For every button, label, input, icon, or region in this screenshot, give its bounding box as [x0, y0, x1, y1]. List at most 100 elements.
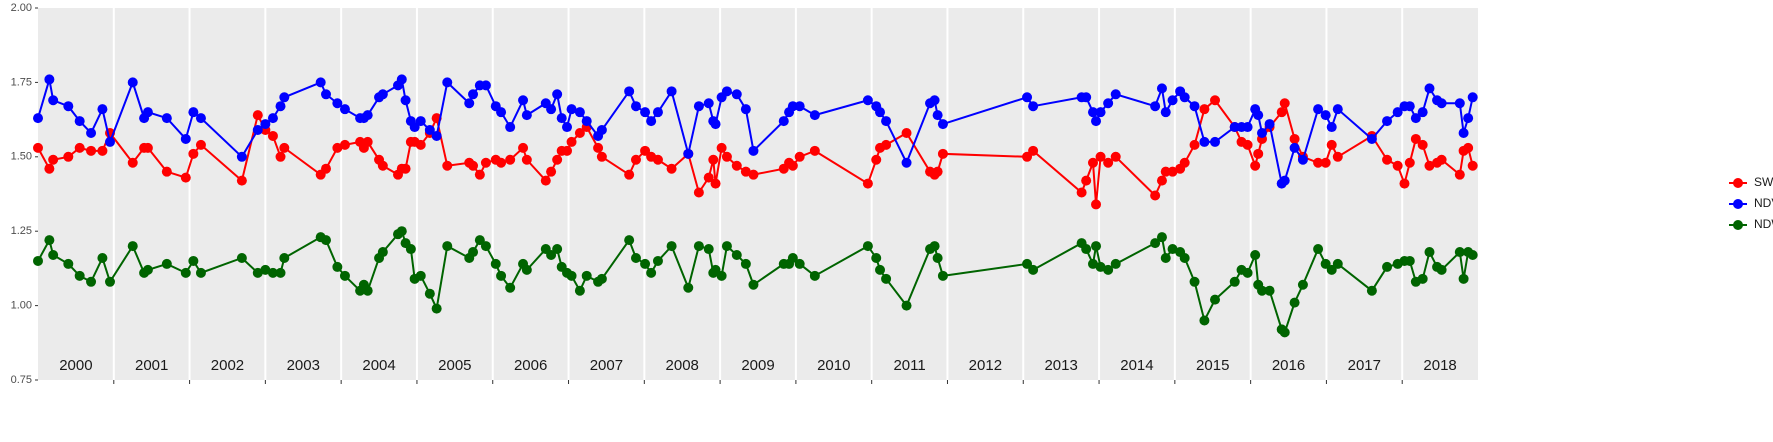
point — [236, 252, 247, 263]
point — [1399, 178, 1410, 189]
point — [260, 119, 271, 130]
point — [415, 139, 426, 150]
point — [566, 136, 577, 147]
year-label: 2006 — [514, 357, 547, 374]
point — [332, 142, 343, 153]
point — [86, 276, 97, 287]
point — [862, 241, 873, 252]
point — [474, 169, 485, 180]
point — [442, 241, 453, 252]
point — [1087, 157, 1098, 168]
point — [1382, 154, 1393, 165]
year-label: 2004 — [362, 357, 395, 374]
point — [48, 154, 59, 165]
point — [1264, 285, 1275, 296]
point — [593, 142, 604, 153]
point — [468, 160, 479, 171]
point — [1081, 175, 1092, 186]
point — [496, 270, 507, 281]
point — [275, 151, 286, 162]
point — [1022, 92, 1033, 103]
point — [505, 154, 516, 165]
point — [195, 267, 206, 278]
point — [161, 113, 172, 124]
point — [188, 255, 199, 266]
point — [86, 145, 97, 156]
point — [424, 125, 435, 136]
point — [1110, 89, 1121, 100]
point — [400, 163, 411, 174]
point — [1404, 157, 1415, 168]
point — [630, 154, 641, 165]
point — [260, 264, 271, 275]
point — [496, 157, 507, 168]
point — [405, 244, 416, 255]
point — [97, 104, 108, 115]
point — [505, 122, 516, 133]
year-label: 2002 — [211, 357, 244, 374]
point — [1095, 261, 1106, 272]
point — [937, 270, 948, 281]
point — [1091, 241, 1102, 252]
point — [362, 136, 373, 147]
point — [1167, 244, 1178, 255]
year-label: 2014 — [1120, 357, 1153, 374]
point — [862, 95, 873, 106]
point — [937, 119, 948, 130]
point — [581, 116, 592, 127]
year-label: 2001 — [135, 357, 168, 374]
point — [862, 178, 873, 189]
year-label: 2012 — [969, 357, 1002, 374]
point — [48, 250, 59, 261]
point — [105, 136, 115, 147]
point — [693, 241, 704, 252]
point — [1289, 133, 1300, 144]
year-label: 2015 — [1196, 357, 1229, 374]
point — [721, 241, 732, 252]
point — [142, 264, 153, 275]
point — [424, 288, 435, 299]
point — [703, 98, 714, 109]
point — [1417, 139, 1428, 150]
point — [624, 169, 635, 180]
point — [33, 142, 43, 153]
point — [881, 273, 892, 284]
point — [566, 104, 577, 115]
point — [740, 104, 751, 115]
point — [1313, 104, 1324, 115]
point — [1167, 166, 1178, 177]
point — [142, 107, 153, 118]
point — [321, 89, 331, 100]
point — [1417, 273, 1428, 284]
point — [464, 98, 475, 109]
point — [1189, 276, 1200, 287]
point — [731, 89, 742, 100]
point — [630, 101, 641, 112]
point — [710, 119, 721, 130]
point — [1103, 264, 1114, 275]
point — [1160, 107, 1171, 118]
point — [1332, 258, 1343, 269]
point — [1454, 98, 1465, 109]
point — [1242, 139, 1253, 150]
point — [521, 154, 532, 165]
point — [1167, 95, 1178, 106]
point — [1436, 154, 1447, 165]
point — [1410, 133, 1421, 144]
point — [1189, 101, 1200, 112]
point — [321, 163, 331, 174]
point — [480, 241, 491, 252]
point — [1095, 107, 1106, 118]
point — [1156, 83, 1167, 94]
panel — [38, 8, 1478, 380]
point — [396, 74, 407, 85]
point — [267, 130, 278, 141]
point — [932, 110, 943, 121]
point — [1424, 160, 1435, 171]
point — [63, 151, 74, 162]
point — [1250, 250, 1261, 261]
point — [693, 187, 704, 198]
legend-marker — [1733, 220, 1743, 230]
point — [127, 157, 138, 168]
